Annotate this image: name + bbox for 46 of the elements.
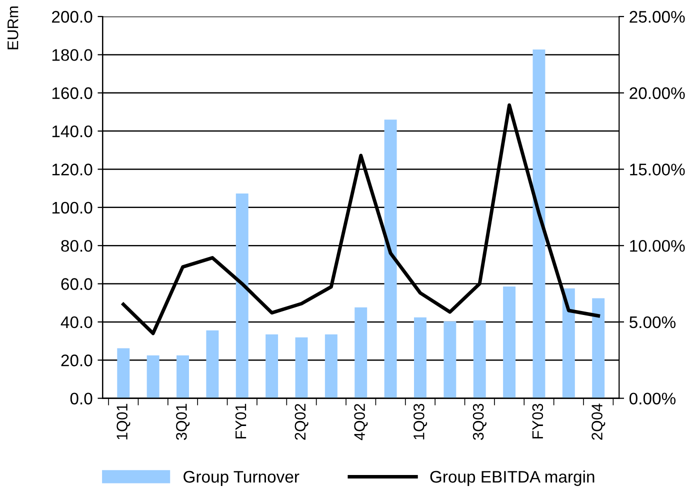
- y-tick-label: 100.0: [52, 202, 92, 214]
- y2-tick-label: 20.00%: [630, 87, 685, 100]
- bar: [236, 193, 248, 398]
- x-tick-label: 1Q01: [116, 404, 130, 440]
- x-tick-label: 3Q03: [472, 404, 486, 440]
- x-tick-label: FY01: [235, 404, 246, 438]
- bar: [324, 334, 338, 398]
- bar: [206, 330, 219, 398]
- y2-tick-label: 10.00%: [630, 240, 685, 252]
- y2-tick-label: 5.00%: [630, 316, 676, 328]
- bar: [562, 288, 575, 398]
- bar: [532, 50, 546, 398]
- y-tick-label: 180.0: [52, 49, 92, 61]
- y-tick-label: 60.0: [61, 278, 92, 290]
- x-tick-label: 2Q02: [294, 404, 308, 440]
- x-tick-label: 1Q03: [414, 404, 428, 440]
- legend-label: Group Turnover: [184, 470, 300, 486]
- y2-tick-label: 15.00%: [630, 164, 685, 176]
- bar: [444, 321, 456, 398]
- y-tick-label: 120.0: [52, 164, 92, 176]
- bar: [266, 334, 278, 398]
- y-tick-label: 160.0: [52, 87, 92, 100]
- bar: [146, 355, 160, 398]
- y-tick-label: 140.0: [52, 125, 92, 138]
- y2-tick-label: 25.00%: [630, 10, 685, 23]
- bar: [117, 348, 130, 398]
- x-tick-label: 3Q01: [176, 404, 190, 440]
- bar: [473, 320, 486, 398]
- bar: [384, 120, 397, 398]
- bar: [592, 298, 605, 398]
- x-tick-label: 2Q04: [592, 404, 606, 440]
- y-axis-title: EURm: [8, 6, 18, 50]
- y-tick-label: 80.0: [61, 240, 92, 252]
- bar: [354, 307, 368, 398]
- bar: [414, 317, 426, 398]
- x-tick-label: FY03: [532, 404, 544, 438]
- y-tick-label: 200.0: [52, 10, 92, 23]
- bar: [176, 355, 189, 398]
- y-tick-label: 20.0: [61, 354, 92, 366]
- y-tick-label: 40.0: [60, 316, 92, 328]
- y-tick-label: 0.0: [70, 392, 92, 404]
- legend-label: Group EBITDA margin: [430, 470, 594, 486]
- bar: [503, 286, 516, 398]
- y2-tick-label: 0.00%: [630, 392, 676, 404]
- x-tick-label: 4Q02: [354, 404, 368, 440]
- bar: [295, 337, 308, 398]
